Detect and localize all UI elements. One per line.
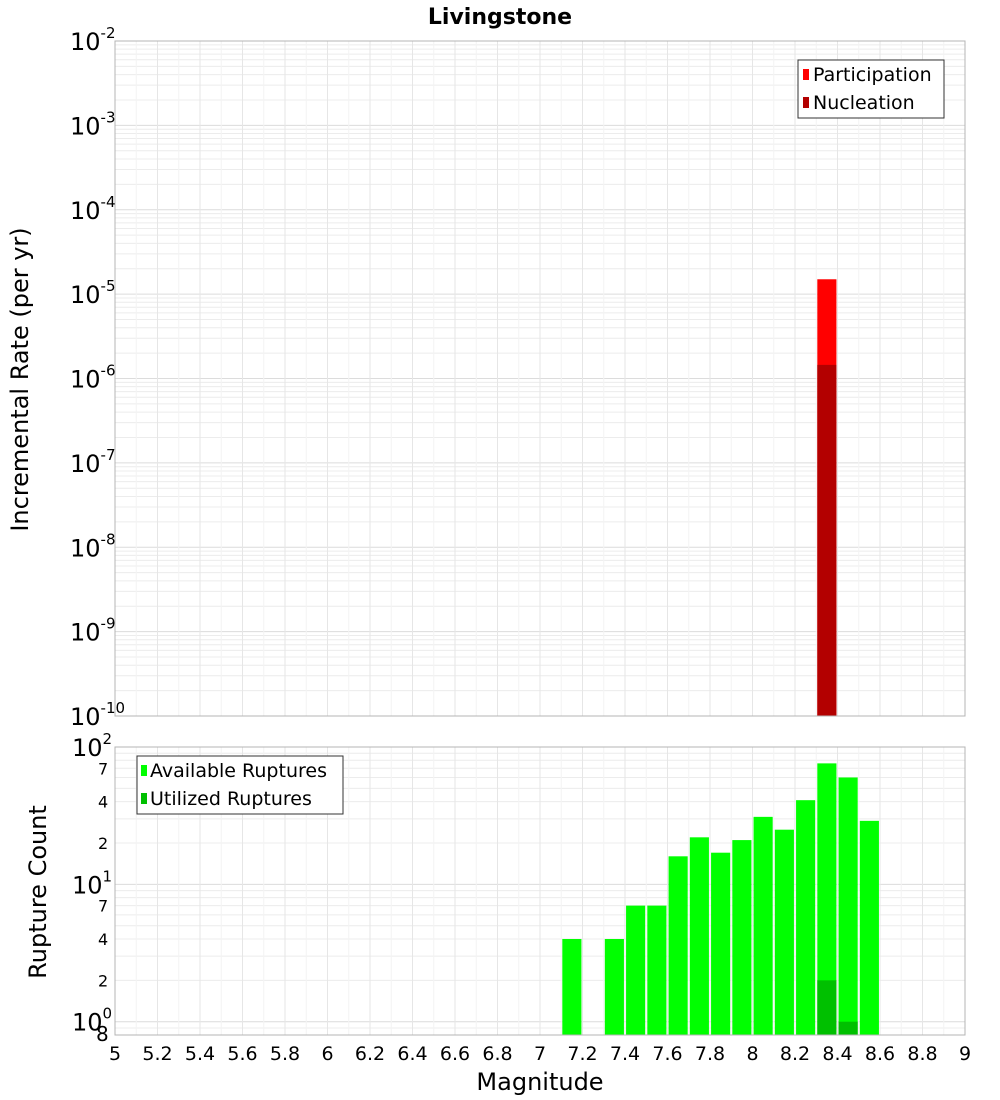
bottom-legend-swatch (141, 793, 147, 804)
bottom-y-minor-tick-label: 2 (98, 971, 108, 990)
top-plot-frame (114, 40, 966, 717)
bottom-bar-available-ruptures (796, 800, 816, 1035)
x-tick-label: 5.6 (227, 1043, 257, 1065)
x-tick-label: 5 (109, 1043, 121, 1065)
x-tick-label: 5.8 (270, 1043, 300, 1065)
bottom-y-minor-tick-label: 2 (98, 834, 108, 853)
x-tick-label: 7.6 (652, 1043, 682, 1065)
bottom-bar-available-ruptures (711, 852, 731, 1035)
x-tick-label: 7.4 (610, 1043, 640, 1065)
bottom-bar-available-ruptures (604, 939, 624, 1035)
x-tick-label: 9 (959, 1043, 971, 1065)
bottom-bar-available-ruptures (562, 939, 582, 1035)
x-tick-label: 7.8 (695, 1043, 725, 1065)
bottom-bar-available-ruptures (689, 837, 709, 1035)
top-legend-swatch (803, 69, 809, 80)
top-y-tick-label: 10-4 (70, 193, 116, 225)
top-legend-label: Nucleation (813, 92, 915, 114)
bottom-y-axis-label: Rupture Count (24, 805, 52, 979)
top-y-tick-label: 10-2 (70, 24, 116, 56)
top-y-tick-label: 10-5 (70, 277, 116, 309)
x-tick-label: 6.8 (482, 1043, 512, 1065)
bottom-bar-available-ruptures (647, 905, 667, 1035)
bottom-bar-available-ruptures (838, 777, 858, 1035)
bottom-y-tick-label: 100 (72, 1005, 112, 1037)
x-tick-label: 8.2 (780, 1043, 810, 1065)
x-tick-label: 7 (534, 1043, 546, 1065)
bottom-plot-frame (114, 746, 966, 1036)
x-tick-label: 6.6 (440, 1043, 470, 1065)
top-y-tick-label: 10-3 (70, 108, 116, 140)
bottom-legend-swatch (141, 765, 147, 776)
x-tick-label: 8.4 (822, 1043, 852, 1065)
top-y-tick-label: 10-10 (70, 699, 125, 731)
bottom-bar-available-ruptures (817, 763, 837, 1035)
x-tick-label: 6 (321, 1043, 333, 1065)
bottom-y-minor-tick-label: 7 (98, 897, 108, 916)
bottom-legend-label: Utilized Ruptures (150, 788, 312, 810)
x-axis-label: Magnitude (476, 1068, 603, 1096)
x-tick-label: 7.2 (567, 1043, 597, 1065)
bottom-bar-utilized-ruptures (817, 980, 837, 1035)
bottom-y-minor-tick-label: 4 (98, 793, 108, 812)
top-bar-nucleation (817, 364, 837, 716)
top-y-axis-label: Incremental Rate (per yr) (6, 227, 34, 531)
x-tick-label: 8.6 (865, 1043, 895, 1065)
bottom-bar-available-ruptures (732, 840, 752, 1035)
bottom-bar-utilized-ruptures (838, 1021, 858, 1035)
top-y-tick-label: 10-8 (70, 530, 116, 562)
bottom-bar-available-ruptures (626, 905, 646, 1035)
bottom-legend-label: Available Ruptures (150, 760, 327, 782)
bottom-y-minor-tick-label: 7 (98, 759, 108, 778)
top-y-tick-label: 10-9 (70, 615, 116, 647)
top-legend-swatch (803, 97, 809, 108)
x-tick-label: 5.2 (142, 1043, 172, 1065)
bottom-bar-available-ruptures (753, 816, 773, 1035)
x-tick-label: 6.2 (355, 1043, 385, 1065)
bottom-y-minor-tick-label: 8 (96, 1022, 109, 1046)
bottom-bar-available-ruptures (774, 829, 794, 1035)
bottom-bar-available-ruptures (859, 820, 879, 1035)
top-y-tick-label: 10-7 (70, 446, 116, 478)
chart-title: Livingstone (428, 5, 572, 30)
bottom-legend-box (136, 755, 344, 815)
x-tick-label: 8.8 (907, 1043, 937, 1065)
x-tick-label: 5.4 (185, 1043, 215, 1065)
bottom-y-tick-label: 102 (72, 730, 112, 762)
bottom-y-minor-tick-label: 4 (98, 930, 108, 949)
bottom-y-tick-label: 101 (72, 867, 112, 899)
bottom-bar-available-ruptures (668, 856, 688, 1035)
top-legend-box (797, 59, 945, 119)
top-y-tick-label: 10-6 (70, 362, 116, 394)
x-tick-label: 6.4 (397, 1043, 427, 1065)
top-legend-label: Participation (813, 64, 932, 86)
x-tick-label: 8 (746, 1043, 758, 1065)
